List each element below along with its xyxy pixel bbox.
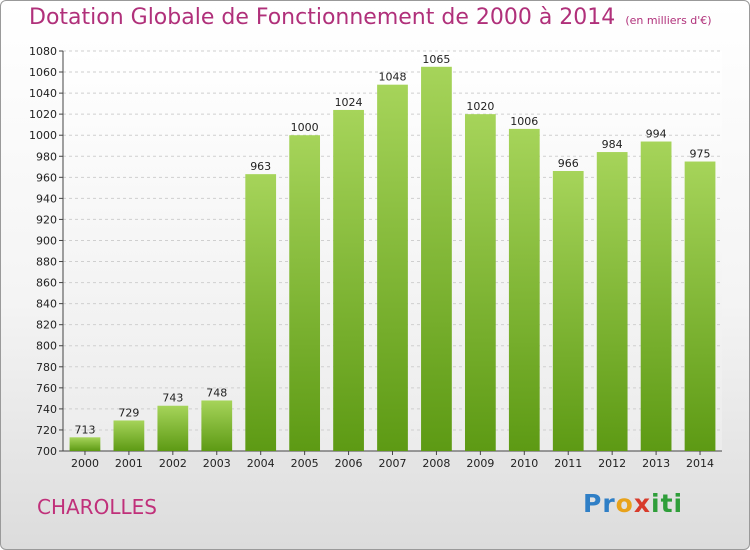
x-tick-label: 2006 — [335, 457, 363, 470]
bar — [464, 114, 496, 451]
bar — [201, 400, 233, 451]
y-tick-label: 760 — [36, 382, 57, 395]
bar-value-label: 966 — [558, 157, 579, 170]
city-name: CHAROLLES — [37, 495, 157, 519]
bar-value-label: 963 — [250, 160, 271, 173]
chart-title: Dotation Globale de Fonctionnement de 20… — [29, 5, 712, 30]
proxiti-logo: Proxiti — [583, 489, 683, 518]
logo-letter: i — [673, 489, 684, 518]
bar — [421, 66, 452, 451]
y-tick-label: 780 — [36, 361, 57, 374]
bar — [69, 437, 101, 451]
bar — [596, 152, 628, 452]
y-tick-label: 720 — [36, 424, 57, 437]
x-tick-label: 2003 — [203, 457, 231, 470]
bar — [377, 84, 408, 452]
y-tick-label: 1000 — [29, 129, 57, 142]
y-tick-label: 880 — [36, 256, 57, 269]
y-tick-label: 840 — [36, 298, 57, 311]
bar-value-label: 1065 — [422, 53, 450, 66]
bar-value-label: 975 — [690, 148, 711, 161]
y-tick-label: 1020 — [29, 108, 57, 121]
logo-letter: t — [660, 489, 674, 518]
bar-value-label: 1048 — [379, 71, 407, 84]
y-tick-label: 800 — [36, 340, 57, 353]
y-tick-label: 1060 — [29, 66, 57, 79]
bar-value-label: 1020 — [466, 100, 494, 113]
logo-letter: P — [583, 489, 603, 518]
logo-letter: i — [651, 489, 661, 518]
bar — [157, 405, 189, 451]
x-tick-label: 2008 — [422, 457, 450, 470]
title-main: Dotation Globale de Fonctionnement de 20… — [29, 5, 616, 30]
x-tick-label: 2011 — [554, 457, 582, 470]
x-tick-label: 2012 — [598, 457, 626, 470]
y-tick-label: 1080 — [29, 45, 57, 58]
bar — [640, 141, 672, 452]
bar-value-label: 984 — [602, 138, 623, 151]
x-tick-label: 2009 — [466, 457, 494, 470]
x-tick-label: 2013 — [642, 457, 670, 470]
y-tick-label: 900 — [36, 234, 57, 247]
bar — [552, 171, 584, 451]
x-tick-label: 2007 — [379, 457, 407, 470]
y-tick-label: 740 — [36, 403, 57, 416]
y-tick-label: 940 — [36, 192, 57, 205]
x-tick-label: 2010 — [510, 457, 538, 470]
bar — [289, 135, 321, 452]
x-tick-label: 2002 — [159, 457, 187, 470]
bar-value-label: 1006 — [510, 115, 538, 128]
bar — [113, 420, 145, 451]
x-tick-label: 2000 — [71, 457, 99, 470]
bar — [333, 109, 364, 452]
bar-value-label: 743 — [162, 392, 183, 405]
y-tick-label: 960 — [36, 171, 57, 184]
bar-value-label: 994 — [646, 128, 667, 141]
y-tick-label: 820 — [36, 319, 57, 332]
bar-value-label: 1024 — [335, 96, 363, 109]
y-tick-label: 920 — [36, 213, 57, 226]
y-tick-label: 980 — [36, 150, 57, 163]
logo-letter: r — [602, 489, 616, 518]
x-tick-label: 2004 — [247, 457, 275, 470]
bar-value-label: 713 — [74, 423, 95, 436]
y-tick-label: 860 — [36, 277, 57, 290]
x-tick-label: 2014 — [686, 457, 714, 470]
logo-letter: o — [615, 489, 634, 518]
bar-value-label: 1000 — [291, 121, 319, 134]
bar — [245, 174, 277, 451]
y-tick-label: 1040 — [29, 87, 57, 100]
title-unit: (en milliers d'€) — [625, 14, 712, 27]
x-tick-label: 2005 — [291, 457, 319, 470]
bar — [684, 161, 716, 452]
x-tick-label: 2001 — [115, 457, 143, 470]
y-tick-label: 700 — [36, 445, 57, 458]
bar-value-label: 748 — [206, 386, 227, 399]
logo-letter: x — [633, 489, 651, 518]
bar — [508, 128, 540, 451]
bar-value-label: 729 — [118, 406, 139, 419]
